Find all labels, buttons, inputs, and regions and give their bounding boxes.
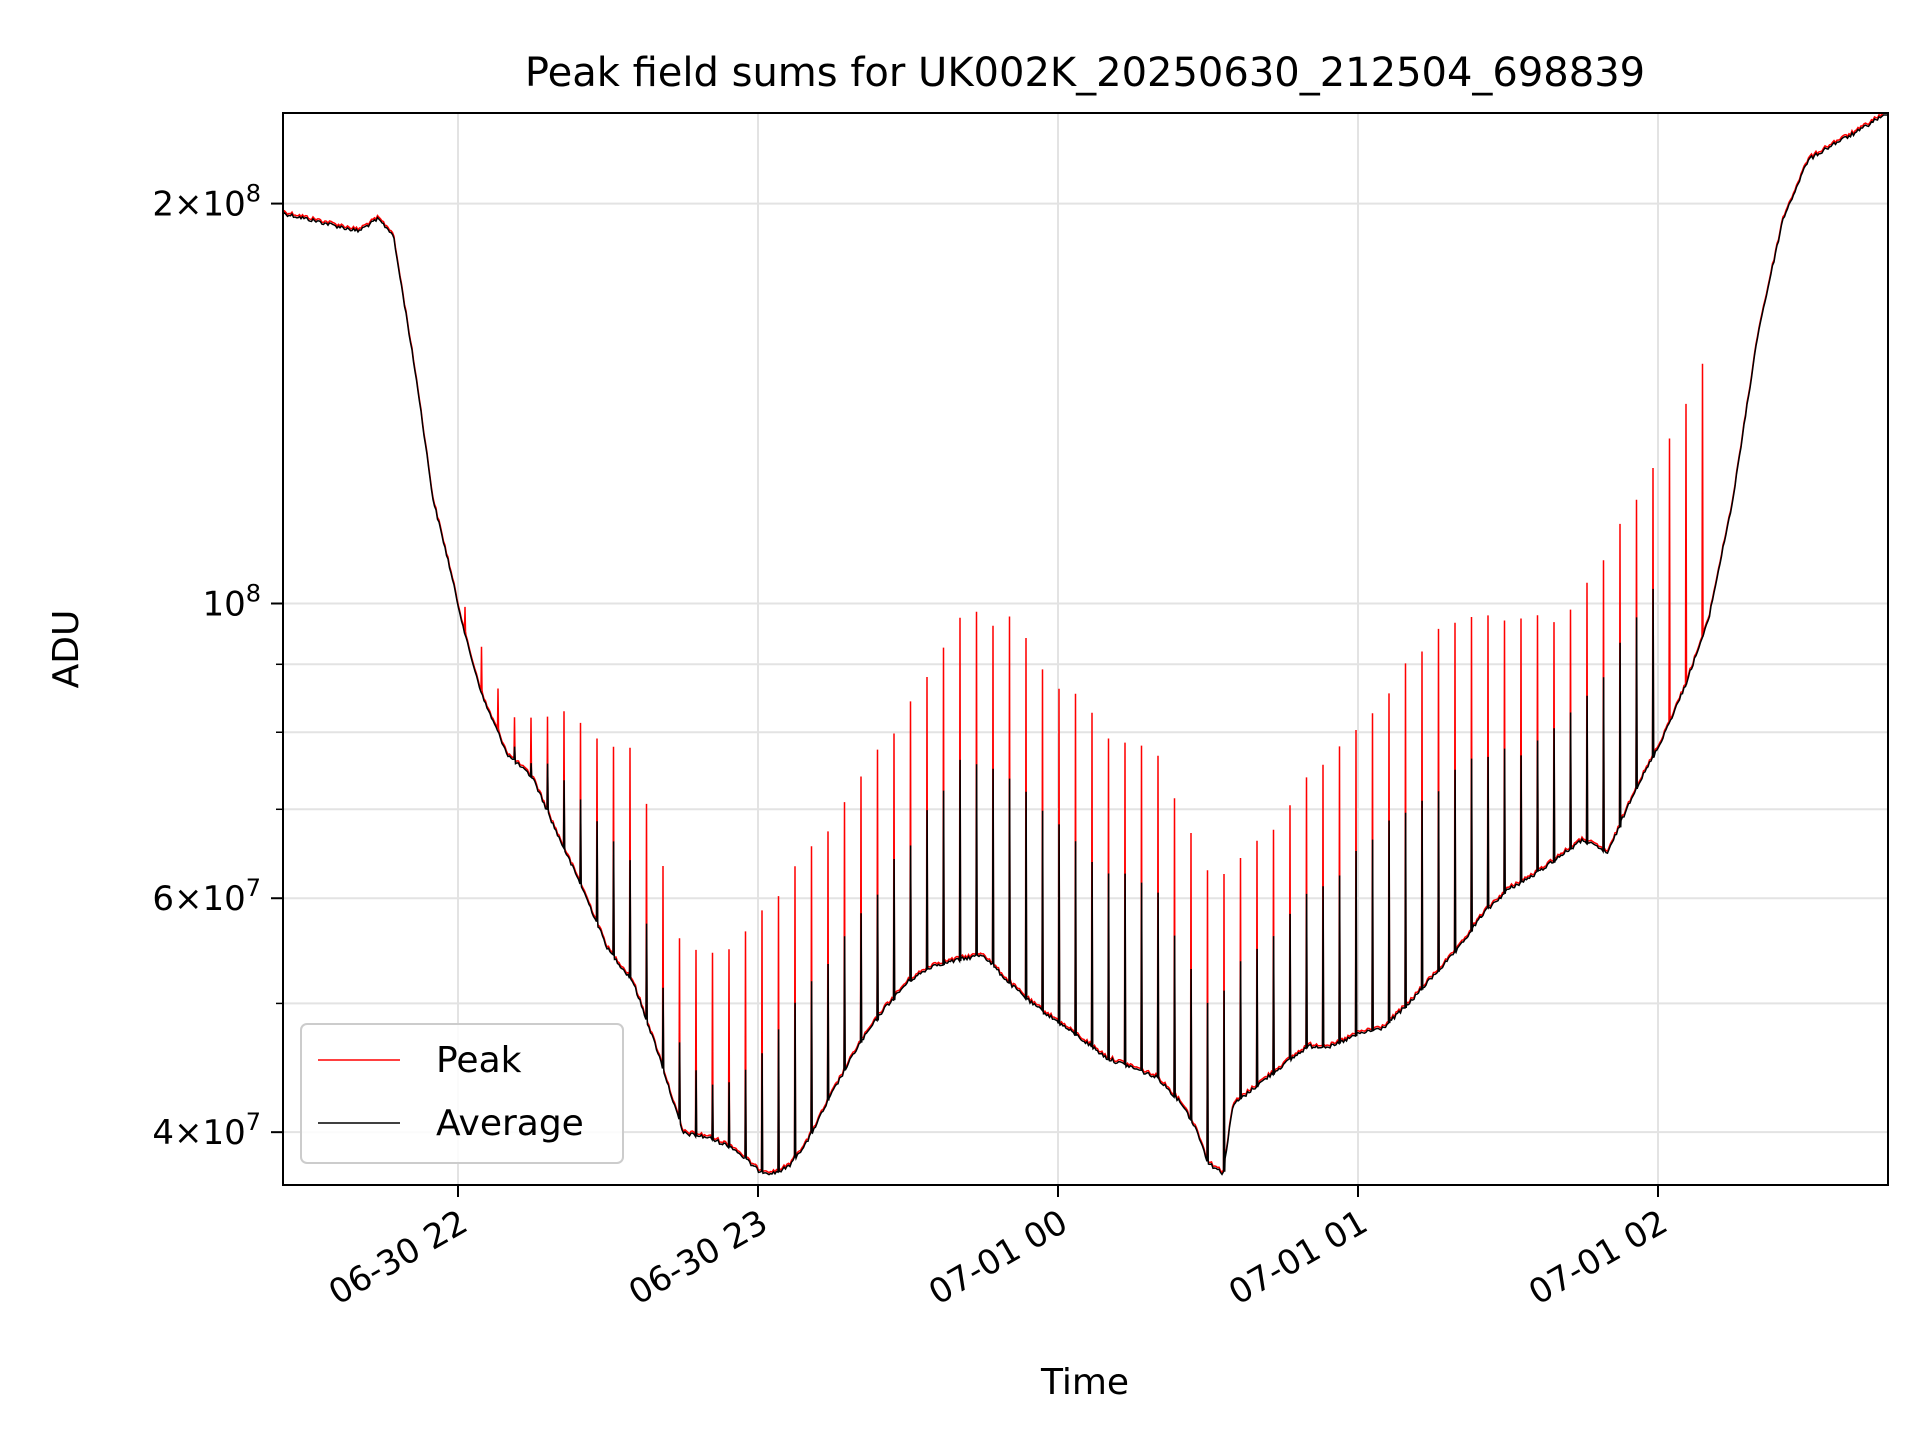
series-line-average — [282, 114, 1888, 1176]
y-tick-label: 6×107 — [152, 874, 261, 919]
chart-title: Peak field sums for UK002K_20250630_2125… — [525, 50, 1645, 96]
x-axis-label: Time — [1040, 1362, 1129, 1403]
y-tick-label: 4×107 — [152, 1108, 261, 1153]
y-tick-label: 2×108 — [152, 180, 261, 225]
data-layer — [282, 112, 1888, 1176]
legend-label-average: Average — [436, 1103, 584, 1144]
legend-label-peak: Peak — [436, 1040, 522, 1081]
legend-box — [300, 1023, 624, 1164]
y-axis-label: ADU — [46, 610, 87, 689]
legend: Peak Average — [300, 1023, 624, 1164]
plot-frame — [282, 112, 1889, 1186]
